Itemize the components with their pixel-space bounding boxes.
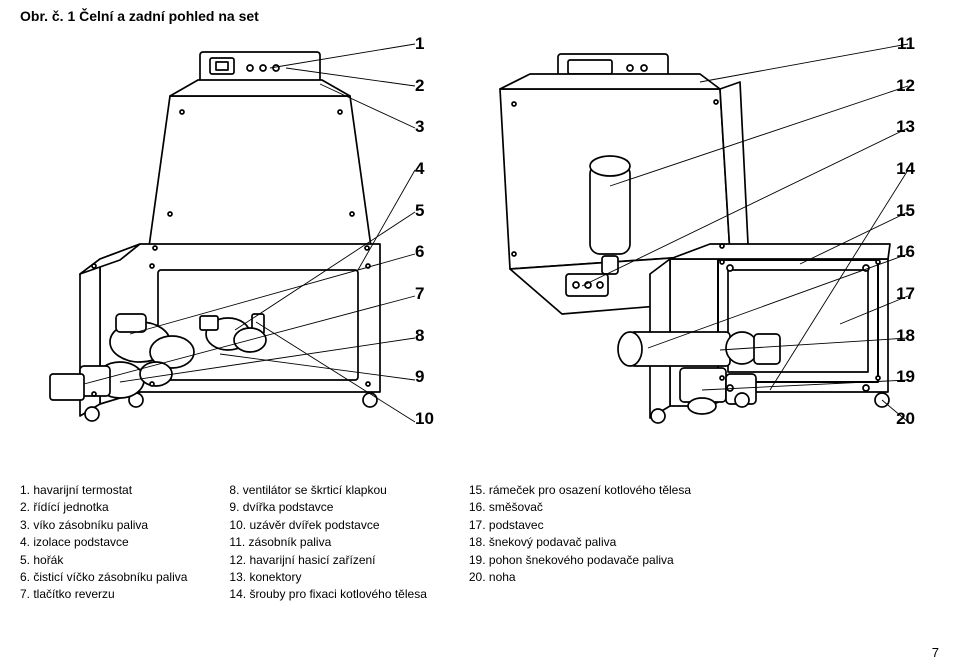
callout-num: 3: [415, 117, 434, 137]
callout-num: 7: [415, 284, 434, 304]
callout-num: 9: [415, 367, 434, 387]
callout-num: 10: [415, 409, 434, 429]
legend-item: 7. tlačítko reverzu: [20, 586, 187, 603]
callout-num: 17: [896, 284, 915, 304]
legend-col-2: 8. ventilátor se škrticí klapkou 9. dvíř…: [229, 482, 426, 604]
legend-item: 18. šnekový podavač paliva: [469, 534, 691, 551]
legend-item: 1. havarijní termostat: [20, 482, 187, 499]
callout-num: 20: [896, 409, 915, 429]
page-number: 7: [932, 645, 939, 660]
callout-num: 5: [415, 201, 434, 221]
callout-num: 12: [896, 76, 915, 96]
left-callout-column: 1 2 3 4 5 6 7 8 9 10: [415, 34, 434, 429]
callout-num: 1: [415, 34, 434, 54]
legend-item: 20. noha: [469, 569, 691, 586]
legend-item: 10. uzávěr dvířek podstavce: [229, 517, 426, 534]
callout-num: 19: [896, 367, 915, 387]
callout-num: 18: [896, 326, 915, 346]
callout-num: 2: [415, 76, 434, 96]
legend: 1. havarijní termostat 2. řídící jednotk…: [20, 482, 939, 604]
figure-title: Obr. č. 1 Čelní a zadní pohled na set: [20, 8, 939, 24]
front-view-svg: [20, 34, 440, 434]
legend-item: 17. podstavec: [469, 517, 691, 534]
callout-num: 4: [415, 159, 434, 179]
callout-num: 11: [896, 34, 915, 54]
callout-num: 14: [896, 159, 915, 179]
callout-num: 16: [896, 242, 915, 262]
legend-col-3: 15. rámeček pro osazení kotlového tělesa…: [469, 482, 691, 604]
legend-item: 5. hořák: [20, 552, 187, 569]
callout-num: 8: [415, 326, 434, 346]
legend-item: 19. pohon šnekového podavače paliva: [469, 552, 691, 569]
legend-item: 6. čisticí víčko zásobníku paliva: [20, 569, 187, 586]
legend-item: 4. izolace podstavce: [20, 534, 187, 551]
legend-item: 15. rámeček pro osazení kotlového tělesa: [469, 482, 691, 499]
callout-num: 15: [896, 201, 915, 221]
legend-item: 11. zásobník paliva: [229, 534, 426, 551]
legend-item: 2. řídící jednotka: [20, 499, 187, 516]
callout-num: 13: [896, 117, 915, 137]
callout-num: 6: [415, 242, 434, 262]
right-callout-column: 11 12 13 14 15 16 17 18 19 20: [896, 34, 915, 429]
diagram-area: 1 2 3 4 5 6 7 8 9 10 11 12 13 14 15 16 1…: [20, 34, 939, 454]
legend-item: 16. směšovač: [469, 499, 691, 516]
legend-item: 13. konektory: [229, 569, 426, 586]
legend-item: 14. šrouby pro fixaci kotlového tělesa: [229, 586, 426, 603]
legend-item: 8. ventilátor se škrticí klapkou: [229, 482, 426, 499]
legend-col-1: 1. havarijní termostat 2. řídící jednotk…: [20, 482, 187, 604]
legend-item: 12. havarijní hasicí zařízení: [229, 552, 426, 569]
rear-view-svg: [470, 34, 930, 434]
legend-item: 3. víko zásobníku paliva: [20, 517, 187, 534]
legend-item: 9. dvířka podstavce: [229, 499, 426, 516]
